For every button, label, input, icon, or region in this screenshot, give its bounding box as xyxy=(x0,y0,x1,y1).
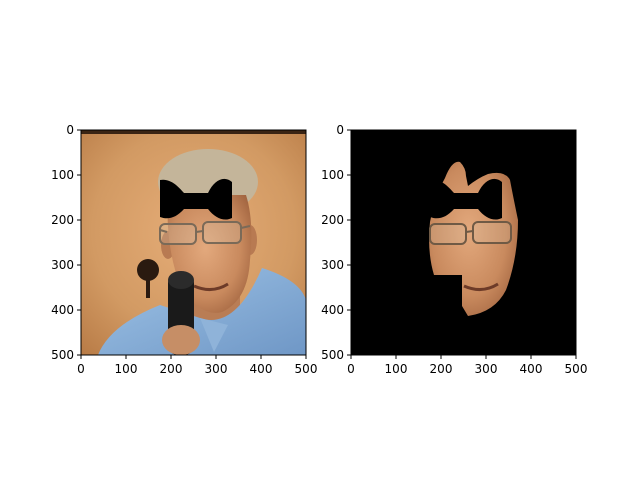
x-tick-label: 300 xyxy=(205,362,228,376)
y-tick-label: 500 xyxy=(321,348,344,362)
original-photo-panel xyxy=(80,129,307,356)
x-tick-label: 0 xyxy=(77,362,85,376)
x-tick-label: 300 xyxy=(475,362,498,376)
x-tick-label: 500 xyxy=(295,362,318,376)
original-photo xyxy=(81,130,306,355)
y-tick-label: 500 xyxy=(51,348,74,362)
y-tick-label: 300 xyxy=(321,258,344,272)
x-tick-label: 100 xyxy=(115,362,138,376)
y-tick-label: 100 xyxy=(321,168,344,182)
face-segmentation xyxy=(351,130,576,355)
y-tick-label: 400 xyxy=(51,303,74,317)
y-tick-label: 100 xyxy=(51,168,74,182)
y-tick-label: 200 xyxy=(51,213,74,227)
y-tick-label: 0 xyxy=(336,123,344,137)
y-tick-label: 300 xyxy=(51,258,74,272)
y-tick-label: 400 xyxy=(321,303,344,317)
face-segmentation-panel xyxy=(350,129,577,356)
x-tick-label: 400 xyxy=(250,362,273,376)
y-tick-label: 0 xyxy=(66,123,74,137)
x-tick-label: 200 xyxy=(430,362,453,376)
x-tick-label: 100 xyxy=(385,362,408,376)
y-tick-label: 200 xyxy=(321,213,344,227)
x-tick-label: 500 xyxy=(565,362,588,376)
x-tick-label: 0 xyxy=(347,362,355,376)
x-tick-label: 200 xyxy=(160,362,183,376)
x-tick-label: 400 xyxy=(520,362,543,376)
